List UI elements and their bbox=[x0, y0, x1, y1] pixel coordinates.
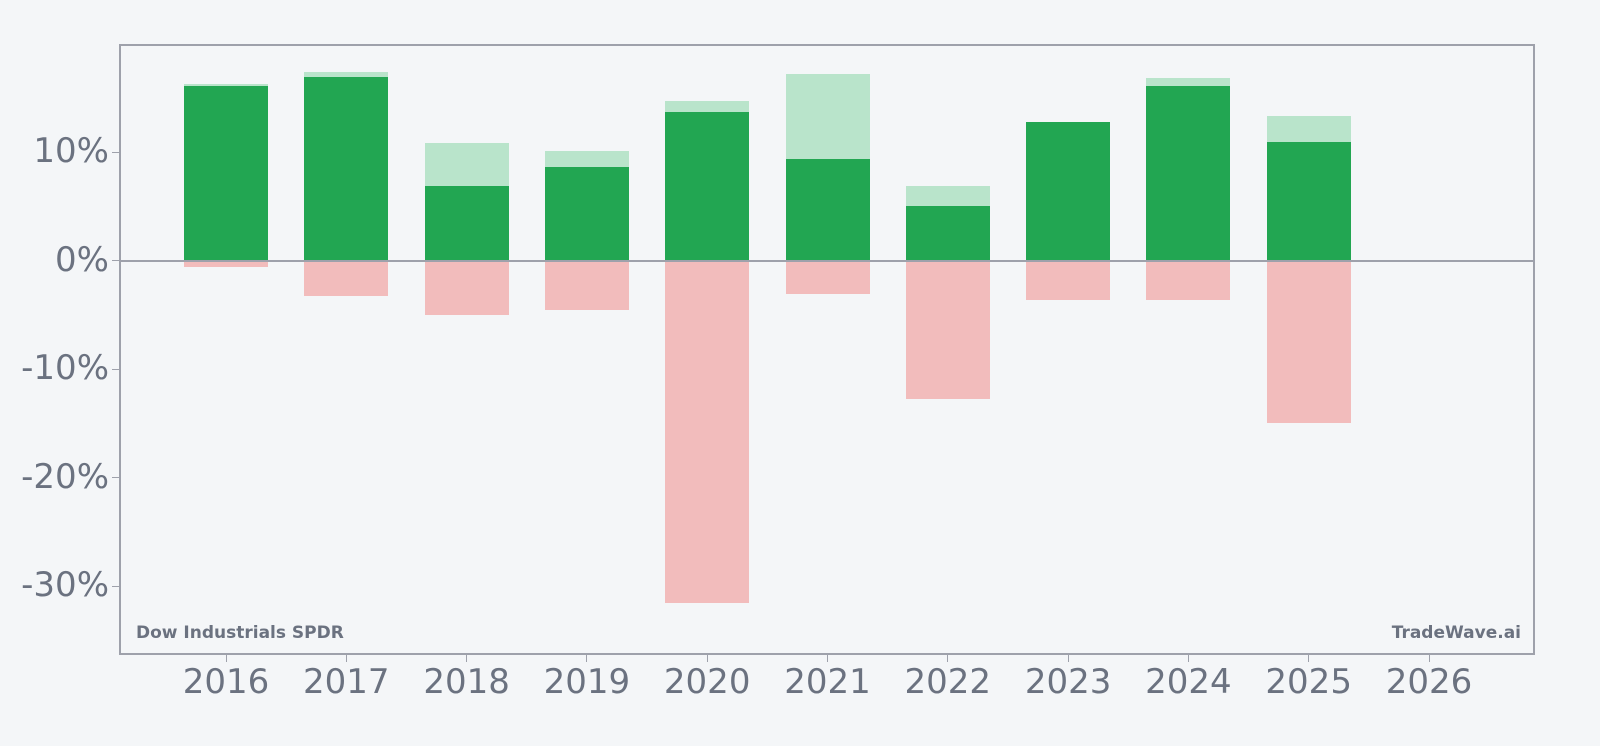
x-tick-label: 2020 bbox=[663, 662, 751, 702]
x-tick-label: 2023 bbox=[1024, 662, 1112, 702]
bar-max-drawdown bbox=[785, 260, 870, 295]
x-tick-label: 2016 bbox=[182, 662, 270, 702]
plot-frame bbox=[119, 44, 1535, 655]
y-tick bbox=[112, 477, 119, 478]
y-tick bbox=[112, 260, 119, 261]
x-tick-label: 2022 bbox=[904, 662, 992, 702]
brand-watermark: TradeWave.ai bbox=[1391, 623, 1521, 643]
x-tick-label: 2024 bbox=[1145, 662, 1232, 702]
bar-max-drawdown bbox=[1266, 260, 1351, 424]
bar-close-return bbox=[1146, 85, 1231, 261]
bar-max-drawdown bbox=[184, 260, 268, 267]
y-tick bbox=[112, 368, 119, 370]
bar-close-return bbox=[1026, 121, 1111, 261]
x-tick bbox=[706, 655, 708, 662]
bar-close-return bbox=[544, 167, 629, 261]
x-tick-label: 2018 bbox=[423, 662, 510, 702]
zero-line bbox=[119, 259, 1535, 262]
x-tick bbox=[1428, 655, 1430, 662]
y-tick-label: -10% bbox=[21, 348, 109, 388]
x-tick bbox=[1067, 655, 1069, 662]
y-tick-label: 0% bbox=[55, 239, 109, 280]
x-tick bbox=[1187, 655, 1189, 662]
bar-close-return bbox=[905, 206, 990, 261]
x-tick bbox=[225, 655, 227, 662]
x-tick bbox=[586, 655, 588, 662]
bar-max-drawdown bbox=[905, 260, 990, 400]
y-tick bbox=[112, 151, 119, 153]
y-tick bbox=[112, 585, 119, 587]
bar-max-drawdown bbox=[665, 260, 750, 604]
bar-close-return bbox=[184, 85, 268, 261]
bar-close-return bbox=[785, 158, 870, 261]
bar-close-return bbox=[304, 77, 389, 261]
x-tick-label: 2017 bbox=[303, 662, 390, 702]
x-tick-label: 2026 bbox=[1385, 662, 1473, 702]
y-tick-label: -30% bbox=[21, 565, 109, 605]
x-tick bbox=[466, 655, 468, 662]
y-tick-label: 10% bbox=[33, 131, 109, 171]
y-tick-label: -20% bbox=[21, 456, 109, 497]
x-tick-label: 2021 bbox=[784, 662, 871, 702]
bar-close-return bbox=[665, 111, 750, 261]
bar-max-drawdown bbox=[544, 260, 629, 311]
x-tick bbox=[1308, 655, 1310, 662]
bar-close-return bbox=[424, 185, 509, 261]
bar-max-drawdown bbox=[1146, 260, 1231, 300]
ticker-label: Dow Industrials SPDR bbox=[136, 623, 344, 643]
x-tick bbox=[345, 655, 347, 662]
x-tick-label: 2025 bbox=[1265, 662, 1352, 702]
x-tick-label: 2019 bbox=[543, 662, 631, 702]
x-tick bbox=[827, 655, 828, 662]
bar-max-drawdown bbox=[304, 260, 389, 297]
bar-close-return bbox=[1266, 142, 1351, 261]
x-tick bbox=[947, 655, 949, 662]
bar-max-drawdown bbox=[1026, 260, 1111, 300]
bar-max-drawdown bbox=[424, 260, 509, 315]
